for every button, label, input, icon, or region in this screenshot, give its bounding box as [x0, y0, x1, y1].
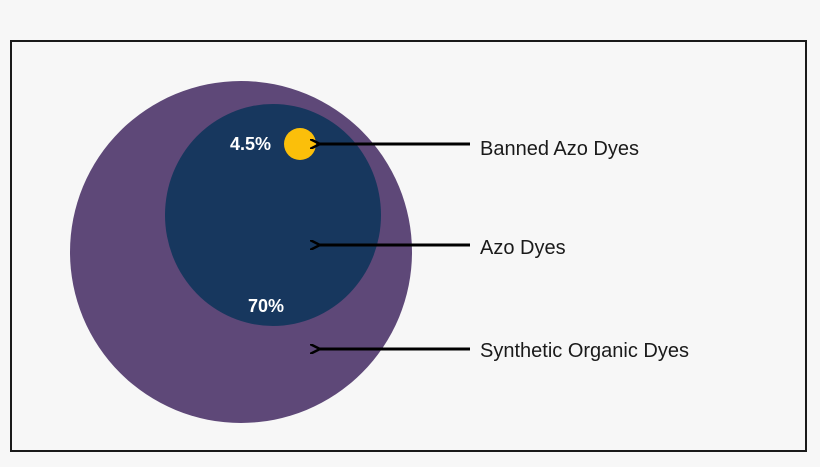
azo-percentage: 70% [248, 296, 284, 316]
azo-dyes-circle [165, 104, 381, 326]
synthetic-organic-dyes-label: Synthetic Organic Dyes [480, 340, 689, 362]
banned-azo-dyes-circle [284, 128, 316, 160]
banned-percentage: 4.5% [230, 134, 271, 154]
azo-dyes-label: Azo Dyes [480, 237, 566, 259]
banned-azo-dyes-label: Banned Azo Dyes [480, 138, 639, 160]
